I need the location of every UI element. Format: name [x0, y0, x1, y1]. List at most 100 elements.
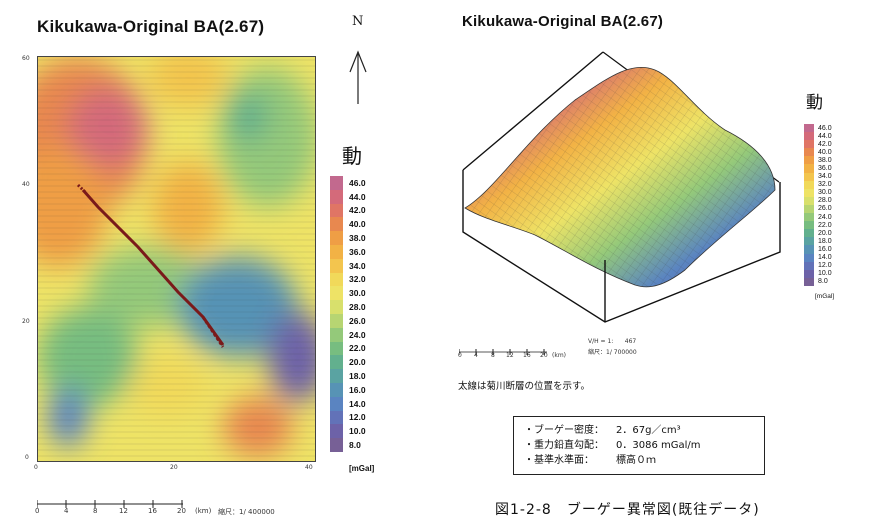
right-scale-tick-8: 8	[491, 352, 495, 359]
left-map-title: Kikukawa-Original BA(2.67)	[37, 17, 265, 36]
left-scale-tick-0: 0	[35, 507, 40, 515]
legend-label: 30.0	[349, 288, 366, 299]
legend-entry: 16.0	[804, 245, 832, 254]
legend-entry: 46.0	[330, 176, 366, 190]
legend-swatch	[330, 355, 343, 370]
legend-swatch	[804, 140, 814, 149]
legend-label: 40.0	[818, 148, 832, 156]
legend-entry: 42.0	[804, 140, 832, 149]
legend-swatch	[804, 156, 814, 165]
legend-swatch	[804, 124, 814, 133]
left-scale-bar	[36, 496, 187, 508]
legend-entry: 22.0	[804, 221, 832, 230]
x-tick-0: 0	[34, 464, 38, 471]
legend-entry: 44.0	[330, 189, 366, 204]
y-tick-0: 0	[25, 454, 29, 461]
figure-caption: 図1-2-8 ブーゲー異常図(既往データ)	[495, 502, 760, 518]
right-scale-unit: (km)	[552, 352, 567, 359]
legend-label: 12.0	[349, 412, 366, 423]
legend-label: 26.0	[349, 315, 366, 326]
legend-entry: 46.0	[804, 124, 832, 133]
legend-label: 34.0	[349, 260, 366, 271]
legend-entry: 28.0	[330, 300, 366, 314]
legend-swatch	[330, 313, 343, 328]
left-legend-unit: [mGal]	[349, 464, 375, 473]
left-scale-unit: (km)	[195, 507, 212, 515]
legend-entry: 34.0	[804, 172, 832, 181]
legend-entry: 42.0	[330, 203, 366, 218]
legend-swatch	[330, 410, 343, 425]
gravity-contour-map	[37, 56, 316, 462]
legend-swatch	[804, 196, 814, 205]
param-value: 0．3086 mGal/m	[616, 440, 701, 451]
legend-swatch	[330, 272, 343, 287]
legend-label: 18.0	[818, 237, 832, 245]
legend-entry: 38.0	[330, 231, 366, 245]
legend-label: 36.0	[818, 165, 832, 173]
legend-swatch	[330, 327, 343, 342]
right-color-legend: 46.0 44.0 42.0 40.0 38.0 36.0 34.0 32.0 30.0 28.0…	[804, 124, 832, 286]
legend-entry: 26.0	[330, 313, 366, 328]
legend-entry: 36.0	[804, 164, 832, 173]
param-label: ・重力鉛直勾配：	[524, 440, 604, 451]
x-tick-40: 40	[305, 464, 313, 471]
legend-entry: 40.0	[804, 148, 832, 157]
legend-label: 22.0	[818, 221, 832, 229]
legend-entry: 32.0	[330, 272, 366, 287]
param-row: ・基準水準面： 標高０ｍ	[524, 453, 754, 468]
legend-label: 34.0	[818, 173, 832, 181]
legend-label: 42.0	[818, 140, 832, 148]
right-scale-tick-4: 4	[474, 352, 478, 359]
right-legend-unit: [mGal]	[815, 293, 835, 300]
legend-swatch	[804, 172, 814, 181]
param-row: ・ブーゲー密度： 2．67g／cm³	[524, 423, 754, 438]
legend-entry: 30.0	[804, 188, 832, 197]
legend-swatch	[804, 277, 814, 286]
legend-entry: 34.0	[330, 258, 366, 273]
legend-label: 10.0	[349, 426, 366, 437]
legend-swatch	[330, 300, 343, 314]
right-scale-ratio: 縮尺：1/ 700000	[588, 349, 637, 356]
gravity-3d-surface	[455, 40, 795, 340]
left-scale-tick-8: 8	[93, 507, 98, 515]
legend-swatch	[330, 369, 343, 383]
legend-label: 42.0	[349, 205, 366, 216]
param-value: 2．67g／cm³	[616, 425, 681, 436]
legend-swatch	[330, 203, 343, 218]
legend-label: 24.0	[349, 329, 366, 340]
legend-label: 28.0	[349, 302, 366, 313]
legend-entry: 18.0	[804, 237, 832, 246]
legend-entry: 22.0	[330, 341, 366, 356]
legend-label: 8.0	[349, 440, 361, 451]
legend-entry: 8.0	[330, 438, 366, 452]
param-value: 標高０ｍ	[616, 455, 656, 466]
legend-entry: 36.0	[330, 244, 366, 259]
legend-label: 44.0	[818, 132, 832, 140]
legend-label: 16.0	[349, 384, 366, 395]
legend-entry: 32.0	[804, 180, 832, 189]
right-scale-tick-20: 20	[540, 352, 548, 359]
legend-entry: 16.0	[330, 382, 366, 397]
legend-label: 30.0	[818, 189, 832, 197]
legend-label: 24.0	[818, 213, 832, 221]
legend-label: 40.0	[349, 219, 366, 230]
legend-swatch	[804, 204, 814, 214]
legend-entry: 12.0	[330, 410, 366, 425]
legend-swatch	[330, 286, 343, 301]
legend-label: 38.0	[349, 233, 366, 244]
legend-swatch	[330, 424, 343, 439]
x-tick-20: 20	[170, 464, 178, 471]
legend-label: 20.0	[349, 357, 366, 368]
legend-label: 44.0	[349, 191, 366, 202]
left-legend-heading: 動	[342, 144, 362, 168]
legend-swatch	[804, 132, 814, 141]
legend-entry: 38.0	[804, 156, 832, 165]
right-scale-tick-12: 12	[506, 352, 514, 359]
left-color-legend: 46.0 44.0 42.0 40.0 38.0 36.0 34.0 32.0 30.0 28.0…	[330, 176, 366, 452]
y-tick-40: 40	[22, 181, 30, 188]
param-label: ・基準水準面：	[524, 455, 594, 466]
left-scale-tick-16: 16	[148, 507, 157, 515]
legend-entry: 12.0	[804, 261, 832, 270]
legend-entry: 10.0	[804, 269, 832, 278]
legend-swatch	[330, 217, 343, 232]
